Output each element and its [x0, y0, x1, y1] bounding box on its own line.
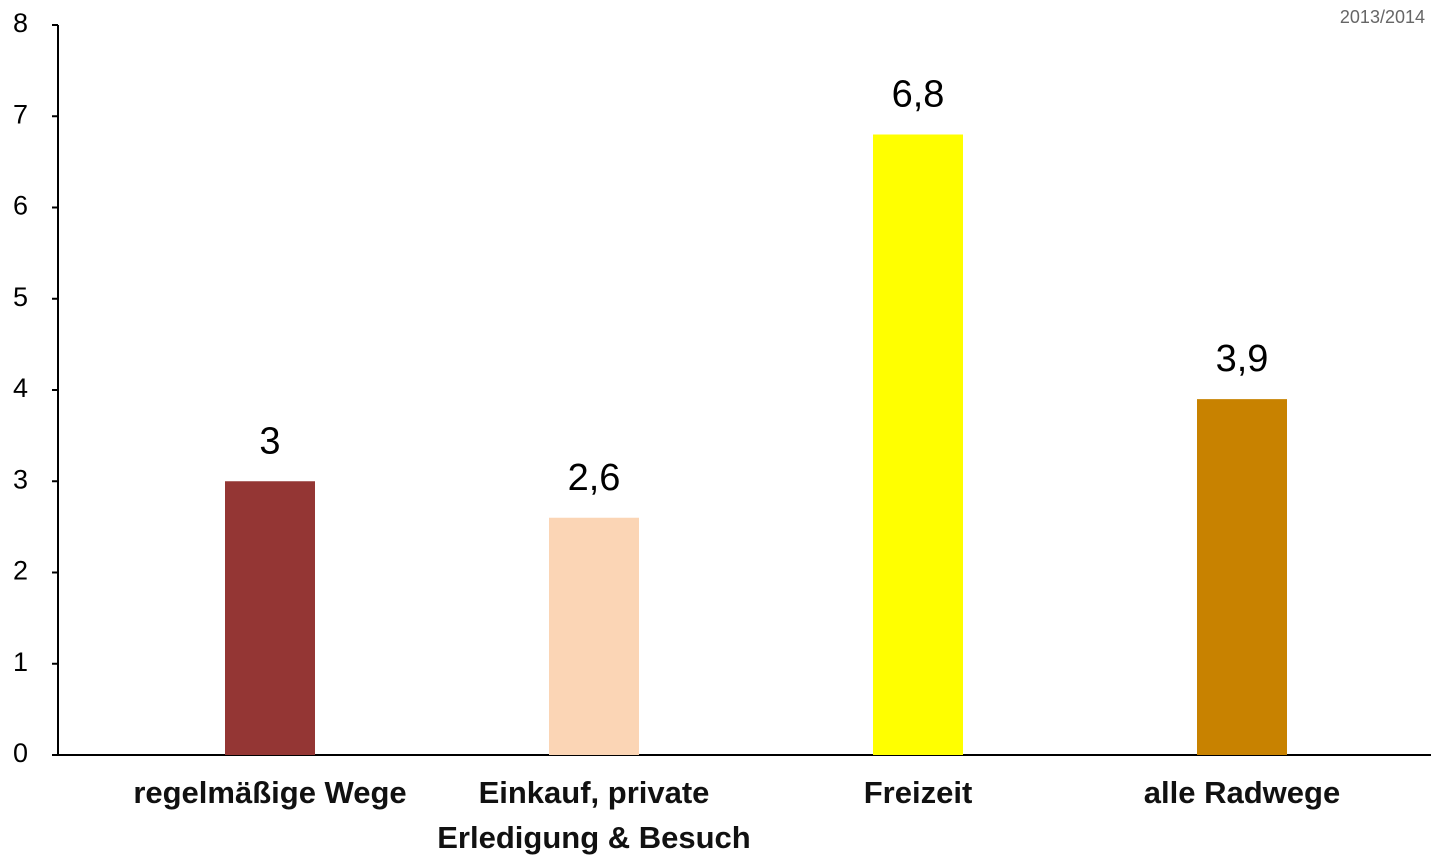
x-tick-label: Freizeit — [863, 775, 973, 810]
y-tick-label: 1 — [13, 647, 28, 677]
x-tick-label: Einkauf, private Erledigung & Besuch — [437, 775, 751, 855]
y-tick-label: 2 — [13, 556, 28, 586]
value-label: 6,8 — [892, 74, 945, 116]
y-tick-label: 3 — [13, 464, 28, 494]
bar — [873, 134, 963, 755]
annotation: 2013/2014 — [1340, 7, 1425, 27]
y-tick-label: 4 — [13, 373, 28, 403]
y-tick-label: 6 — [13, 191, 28, 221]
value-label: 2,6 — [568, 457, 621, 499]
bar — [1197, 399, 1287, 755]
bar — [549, 517, 639, 755]
value-label: 3,9 — [1216, 338, 1269, 380]
y-tick-label: 8 — [13, 8, 28, 38]
y-tick-label: 0 — [13, 738, 28, 768]
bar — [225, 481, 315, 755]
x-tick-label: alle Radwege — [1143, 775, 1341, 810]
y-tick-label: 7 — [13, 99, 28, 129]
value-label: 3 — [259, 420, 280, 462]
y-tick-label: 5 — [13, 282, 28, 312]
x-tick-label: regelmäßige Wege — [133, 775, 407, 810]
